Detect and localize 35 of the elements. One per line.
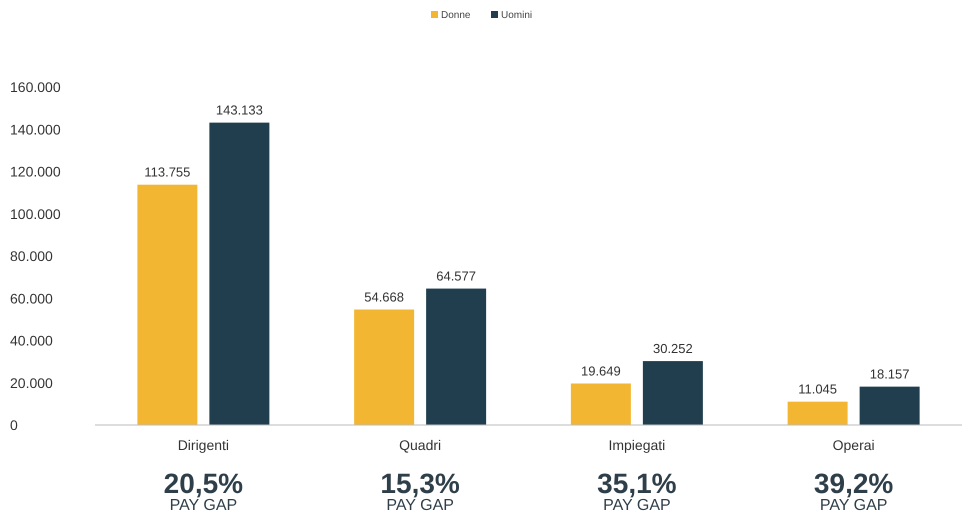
x-tick-label: Quadri [399,437,442,453]
y-tick-label: 60.000 [10,290,54,306]
data-label: 19.649 [580,363,621,378]
bar [642,361,703,425]
data-label: 143.133 [216,102,263,118]
data-label: 54.668 [364,290,404,305]
data-label: 113.755 [144,164,190,180]
y-tick-label: 40.000 [10,332,54,348]
y-tick-label: 0 [10,417,18,433]
legend-label: Donne [441,10,471,21]
legend-label: Uomini [501,10,532,21]
text: 35,1% PAY GAP [597,468,677,514]
data-label: 64.577 [436,268,476,284]
bar [788,402,848,425]
bar [860,386,920,425]
text: 15,3% PAY GAP [380,468,460,514]
y-tick-label: 160.000 [10,79,61,95]
bar [137,184,198,425]
x-tick-label: Dirigenti [178,437,230,453]
y-tick-label: 140.000 [10,121,61,138]
text: 20,5% PAY GAP [164,468,244,514]
data-label: 18.157 [870,366,910,382]
text: 39,2% PAY GAP [814,468,894,514]
x-tick-label: Impiegati [608,437,666,453]
x-tick-label: Operai [832,437,875,453]
bar [209,122,270,425]
y-tick-label: 80.000 [10,248,54,264]
bar [570,383,631,425]
y-tick-label: 120.000 [10,164,61,180]
bar [426,288,486,425]
bar [354,310,414,425]
y-tick-label: 100.000 [10,206,61,222]
data-label: 11.045 [798,382,838,397]
y-tick-label: 20.000 [10,374,54,391]
data-label: 30.252 [652,341,693,356]
